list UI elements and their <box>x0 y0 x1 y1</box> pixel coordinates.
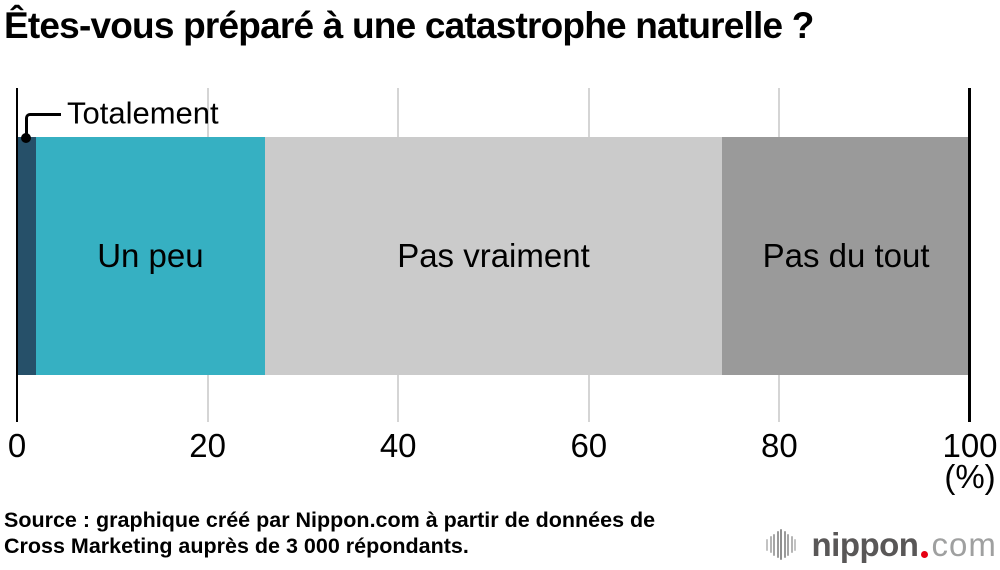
plot-area: Un peu Pas vraiment Pas du tout Totaleme… <box>16 88 971 422</box>
callout-dot-icon <box>21 133 31 143</box>
nippon-logo: nippon com <box>766 526 997 563</box>
logo-wave-bar <box>790 536 793 553</box>
callout-label: Totalement <box>67 95 219 131</box>
source-text: Source : graphique créé par Nippon.com à… <box>4 507 655 559</box>
axis-line-left <box>16 88 18 422</box>
bar-segment-un-peu: Un peu <box>36 137 265 375</box>
bar-segment-totalement <box>17 137 37 375</box>
x-tick-label: 80 <box>761 427 798 464</box>
bar-segment-pas-du-tout: Pas du tout <box>722 137 970 375</box>
logo-wave-bar <box>773 533 775 556</box>
axis-line-right <box>968 88 971 422</box>
x-tick-label: 100 <box>942 427 998 464</box>
x-tick-label: 20 <box>189 427 226 464</box>
logo-wave-bar <box>766 538 768 551</box>
source-line-1: Source : graphique créé par Nippon.com à… <box>4 508 656 532</box>
logo-tld: com <box>931 526 997 563</box>
x-tick-label: 0 <box>7 427 27 464</box>
bar-segment-label: Pas du tout <box>762 237 930 274</box>
bar-segment-label: Un peu <box>97 237 204 274</box>
logo-wave-bar <box>783 531 786 558</box>
x-tick-label: 60 <box>570 427 608 464</box>
x-axis-ticks: 0 20 40 60 80 100 (%) <box>8 427 998 508</box>
logo-dot-icon <box>921 551 929 558</box>
source-line-2: Cross Marketing auprès de 3 000 répondan… <box>4 534 469 558</box>
logo-wave-bar <box>787 533 789 556</box>
logo-name: nippon <box>811 526 919 563</box>
chart-title: Êtes-vous préparé à une catastrophe natu… <box>4 5 814 46</box>
axis-unit-label: (%) <box>944 458 996 495</box>
logo-wave-bar <box>769 536 772 553</box>
logo-wave-bar <box>776 531 779 558</box>
stacked-bar: Un peu Pas vraiment Pas du tout <box>17 137 970 375</box>
x-tick-label: 40 <box>379 427 417 464</box>
logo-wave-bar <box>780 529 782 560</box>
bar-segment-pas-vraiment: Pas vraiment <box>264 137 723 375</box>
bar-segment-label: Pas vraiment <box>397 237 590 274</box>
callout-line <box>25 113 61 138</box>
logo-wave-bar <box>794 538 796 551</box>
soundwave-icon <box>766 529 798 560</box>
